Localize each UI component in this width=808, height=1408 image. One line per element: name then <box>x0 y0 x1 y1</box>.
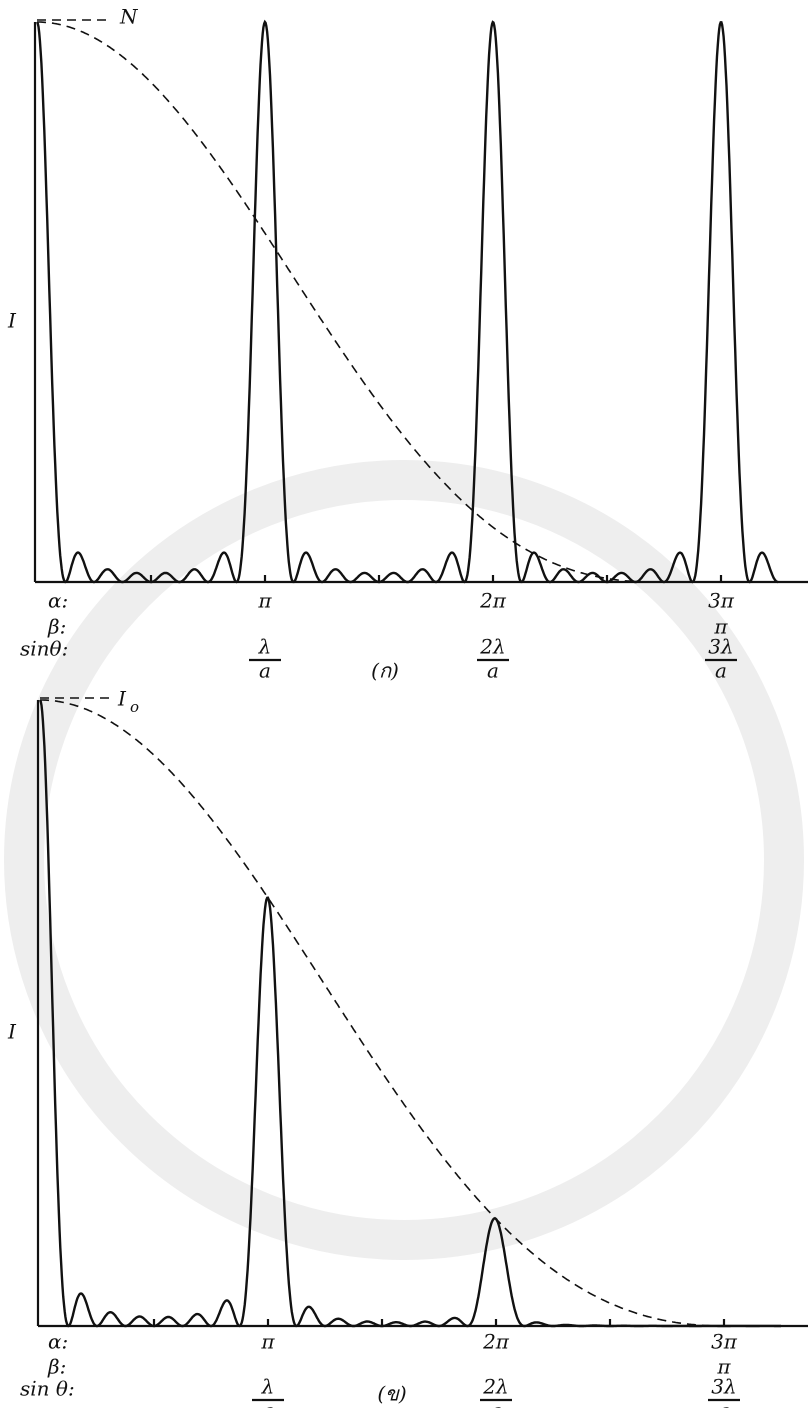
sin-den: a <box>490 1399 502 1408</box>
alpha-label: π <box>257 589 272 613</box>
row-label: sin θ: <box>20 1377 75 1401</box>
caption: (ข) <box>377 1382 406 1406</box>
sin-den: a <box>718 1399 730 1408</box>
sin-den: a <box>487 659 499 683</box>
sin-den: a <box>262 1399 274 1408</box>
sin-num: 3λ <box>708 635 733 659</box>
beta-label: π <box>713 615 728 639</box>
y-label: I <box>7 309 17 333</box>
sin-den: a <box>715 659 727 683</box>
row-label: β: <box>47 615 66 639</box>
sin-num: 2λ <box>479 635 505 659</box>
curve-label: I <box>117 687 127 711</box>
beta-label: π <box>716 1355 731 1379</box>
row-label: α: <box>48 1330 68 1354</box>
alpha-label: π <box>260 1330 275 1354</box>
alpha-label: 2π <box>482 1330 510 1354</box>
alpha-label: 2π <box>479 589 507 613</box>
intensity-curve <box>35 19 779 584</box>
y-label: I <box>7 1020 17 1044</box>
curve-label: N <box>119 5 139 29</box>
sin-num: 3λ <box>711 1375 736 1399</box>
sin-num: λ <box>261 1375 275 1399</box>
row-label: α: <box>48 589 68 613</box>
caption: (ก) <box>371 659 399 683</box>
curve-label-sub: o <box>130 698 139 716</box>
sin-num: λ <box>258 635 272 659</box>
sin-num: 2λ <box>482 1375 508 1399</box>
row-label: β: <box>47 1355 66 1379</box>
sin-den: a <box>259 659 271 683</box>
envelope <box>37 21 653 583</box>
row-label: sinθ: <box>20 637 68 661</box>
alpha-label: 3π <box>708 589 735 613</box>
watermark <box>4 460 804 1260</box>
intensity-curve <box>38 699 781 1328</box>
alpha-label: 3π <box>711 1330 738 1354</box>
